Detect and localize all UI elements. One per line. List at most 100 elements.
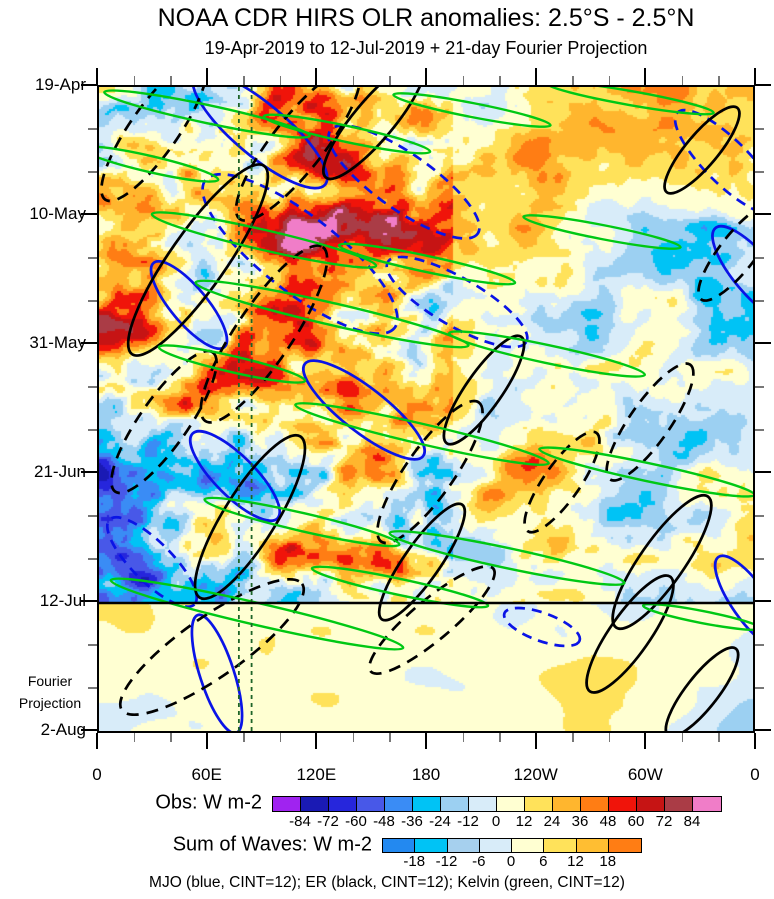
kelvin-wave-contour — [392, 92, 552, 128]
mjo-wave-contour — [385, 255, 529, 349]
kelvin-wave-contour — [109, 577, 405, 651]
x-tick-label: 60W — [627, 765, 663, 784]
colorbar-tick-label: 12 — [567, 853, 584, 870]
er-wave-contour — [193, 433, 307, 601]
y-minor-tick-left — [88, 300, 97, 302]
x-major-tick-top — [205, 68, 208, 85]
y-major-tick-right — [755, 342, 771, 344]
x-minor-tick-bottom — [243, 733, 245, 742]
kelvin-wave-contour — [447, 330, 647, 378]
er-wave-contour — [368, 564, 496, 676]
x-minor-tick-top — [681, 76, 684, 85]
x-minor-tick-top — [243, 76, 245, 85]
colorbar-tick-label: 0 — [491, 813, 501, 830]
kelvin-wave-contour — [388, 530, 626, 586]
x-tick-label: 180 — [411, 765, 441, 784]
x-minor-tick-bottom — [462, 733, 465, 742]
colorbar-cell — [383, 839, 416, 852]
waves-colorbar-label: Sum of Waves: W m-2 — [172, 833, 372, 856]
er-wave-contour — [234, 87, 362, 222]
y-minor-tick-left — [88, 515, 97, 517]
x-minor-tick-bottom — [133, 733, 136, 742]
er-wave-contour — [663, 105, 741, 195]
x-minor-tick-top — [389, 76, 391, 85]
er-wave-contour — [442, 334, 526, 446]
y-minor-tick-left — [88, 171, 97, 173]
colorbar-cell — [609, 797, 637, 811]
y-tick-label: 12-Jul — [39, 591, 86, 610]
er-wave-contour — [605, 362, 695, 482]
colorbar-cell — [413, 797, 441, 811]
x-tick-label: 0 — [92, 765, 102, 784]
y-minor-tick-right — [755, 515, 764, 517]
y-minor-tick-right — [755, 687, 764, 689]
y-minor-tick-left — [88, 429, 97, 431]
x-minor-tick-bottom — [352, 733, 355, 742]
kelvin-wave-contour — [103, 89, 311, 139]
x-minor-tick-bottom — [279, 733, 282, 742]
x-tick-label: 120W — [513, 765, 558, 784]
colorbar-cell — [497, 797, 525, 811]
y-minor-tick-right — [755, 128, 764, 130]
colorbar-tick-label: 84 — [683, 813, 701, 830]
colorbar-cell — [544, 839, 577, 852]
colorbar-tick-label: 48 — [599, 813, 617, 830]
colorbar-cell — [273, 797, 301, 811]
y-minor-tick-left — [88, 687, 97, 689]
x-minor-tick-bottom — [170, 733, 172, 742]
fourier-projection-label: Fourier — [27, 673, 73, 689]
colorbar-cell — [525, 797, 553, 811]
kelvin-wave-contour — [310, 565, 490, 609]
colorbar-tick-label: -36 — [401, 813, 423, 830]
x-minor-tick-bottom — [389, 733, 391, 742]
colorbar-cell — [441, 797, 469, 811]
obs-colorbar — [272, 796, 722, 812]
mjo-wave-contour — [105, 515, 199, 609]
x-tick-label: 0 — [750, 765, 760, 784]
colorbar-tick-label: 6 — [539, 853, 548, 870]
er-wave-contour — [611, 493, 713, 631]
y-minor-tick-left — [88, 257, 97, 259]
mjo-wave-contour — [149, 259, 229, 351]
y-minor-tick-right — [755, 429, 764, 431]
colorbar-tick-label: -48 — [373, 813, 395, 830]
x-tick-label: 120E — [296, 765, 337, 784]
colorbar-tick-label: 24 — [543, 813, 561, 830]
er-wave-contour — [118, 577, 306, 717]
y-minor-tick-right — [755, 558, 764, 560]
x-minor-tick-bottom — [608, 733, 611, 742]
colorbar-cell — [415, 839, 448, 852]
x-major-tick-top — [754, 68, 756, 85]
obs-colorbar-label: Obs: W m-2 — [155, 791, 262, 814]
er-wave-contour — [100, 87, 208, 203]
colorbar-tick-label: 18 — [599, 853, 617, 870]
er-wave-contour — [377, 502, 467, 622]
kelvin-wave-contour — [337, 242, 517, 286]
x-tick-label: 60E — [191, 765, 222, 784]
colorbar-cell — [608, 839, 641, 852]
er-wave-contour — [126, 163, 270, 357]
colorbar-cell — [385, 797, 413, 811]
er-wave-contour — [585, 574, 675, 694]
mjo-wave-contour — [188, 429, 282, 523]
y-minor-tick-right — [755, 644, 764, 646]
y-major-tick-right — [755, 600, 771, 602]
x-major-tick-top — [425, 68, 427, 85]
plot-area — [97, 85, 755, 733]
wave-contour-overlay — [99, 87, 753, 731]
colorbar-cell — [512, 839, 545, 852]
x-minor-tick-top — [170, 76, 172, 85]
y-major-tick-left — [81, 342, 97, 344]
x-major-tick-bottom — [644, 733, 647, 749]
y-minor-tick-left — [88, 386, 97, 388]
y-major-tick-left — [81, 729, 97, 731]
x-major-tick-bottom — [534, 733, 537, 749]
kelvin-wave-contour — [99, 145, 220, 183]
colorbar-cell — [637, 797, 665, 811]
kelvin-wave-contour — [262, 113, 432, 155]
colorbar-tick-label: -12 — [435, 853, 458, 870]
mjo-wave-contour — [327, 124, 481, 240]
er-wave-contour — [523, 430, 601, 534]
kelvin-wave-contour — [157, 344, 307, 384]
mjo-wave-contour — [713, 554, 753, 650]
